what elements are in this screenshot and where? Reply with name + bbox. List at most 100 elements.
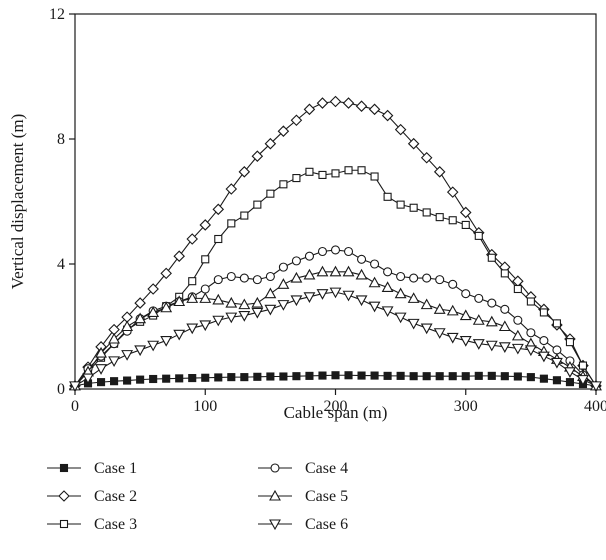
data-point [173,250,185,262]
data-point [212,293,225,305]
data-point [590,381,602,393]
data-point [409,203,418,212]
data-point [303,292,316,303]
data-point [160,267,172,280]
data-point [564,367,576,378]
data-point [329,265,342,277]
data-point [147,283,159,295]
data-point [485,315,498,327]
legend-label: Case 3 [94,516,137,533]
data-point [290,295,303,307]
data-point [487,298,497,308]
data-point [355,268,368,280]
data-point [162,374,171,383]
data-point [252,275,262,285]
legend-item: Case 3 [47,516,137,533]
data-point [264,137,277,150]
data-point [317,246,328,257]
data-point [513,284,522,294]
data-point [539,374,548,383]
data-point [500,269,509,278]
data-point [342,97,355,109]
data-point [420,323,433,335]
data-point [368,103,381,116]
data-point [448,216,457,225]
data-point [422,208,431,217]
data-point [212,203,225,216]
y-tick-label: 8 [57,131,65,148]
data-point [240,211,249,220]
data-point [422,372,431,381]
data-point [498,342,511,353]
data-point [264,304,277,316]
data-point [226,271,236,282]
data-point [238,298,251,310]
legend-item: Case 2 [47,488,137,505]
data-point [396,200,405,209]
data-point [290,271,303,283]
data-point [344,166,353,175]
data-point [303,103,316,116]
data-point [526,328,536,338]
data-point [394,287,407,299]
x-axis-title: Cable span (m) [284,403,388,422]
data-point [227,219,236,228]
data-point [225,312,238,324]
y-axis-title: Vertical displacement (m) [8,114,27,290]
data-point [565,338,575,347]
data-point [383,371,392,380]
data-point [459,206,472,219]
data-point [539,308,548,317]
data-point [357,166,366,175]
legend-label: Case 1 [94,460,137,477]
data-point [305,371,314,380]
data-point [97,378,106,387]
data-point [186,292,199,303]
data-point [108,356,121,368]
data-point [433,328,446,339]
data-point [370,259,380,269]
data-point [343,246,354,257]
data-point [316,97,329,109]
data-point [264,287,277,299]
data-point [149,374,158,384]
data-point [160,301,173,313]
data-point [277,125,290,137]
data-point [537,351,550,363]
data-point [238,166,251,178]
data-point [201,255,210,264]
data-point [95,346,107,358]
data-point [511,343,524,355]
data-point [265,271,275,282]
data-point [370,371,379,380]
data-point [225,296,238,308]
data-point [446,186,459,198]
data-point [461,372,470,381]
legend-marker [59,463,69,473]
data-point [278,262,288,272]
x-tick-label: 0 [71,398,79,415]
data-point [292,174,301,183]
data-point [290,114,303,127]
data-point [266,189,275,198]
data-point [318,371,327,380]
data-point [329,287,342,299]
data-point [318,170,327,179]
data-point [472,314,485,325]
data-point [433,303,446,314]
data-point [552,319,561,328]
data-point [305,167,314,176]
data-point [316,289,329,300]
data-point [435,372,444,381]
data-point [123,376,132,385]
data-point [251,307,264,319]
data-point [474,231,483,240]
data-point [409,273,419,283]
data-point [303,268,316,280]
legend-label: Case 2 [94,488,137,505]
data-point [446,304,459,316]
data-point [136,375,145,384]
data-point [446,332,459,344]
data-point [409,372,418,381]
